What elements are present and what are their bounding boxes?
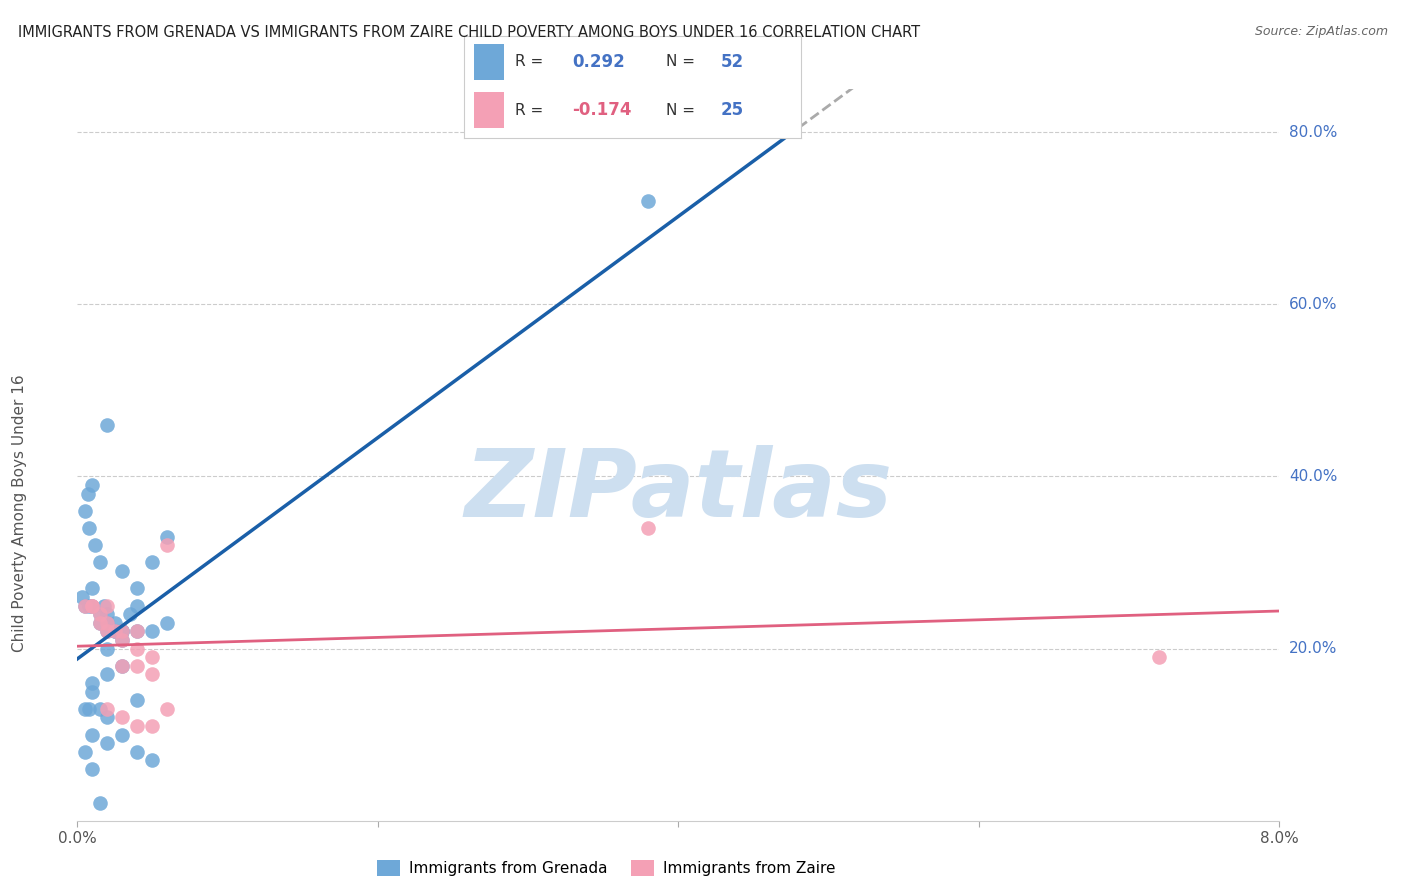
Point [1149, 650, 1171, 665]
Point [96, 615, 118, 630]
Point [89, 797, 111, 811]
Point [82, 762, 104, 776]
Point [104, 615, 127, 630]
Point [127, 624, 149, 639]
Point [73, 599, 96, 613]
Point [637, 521, 659, 535]
Text: 40.0%: 40.0% [1289, 469, 1337, 484]
Text: IMMIGRANTS FROM GRENADA VS IMMIGRANTS FROM ZAIRE CHILD POVERTY AMONG BOYS UNDER : IMMIGRANTS FROM GRENADA VS IMMIGRANTS FR… [18, 25, 921, 40]
Point [96, 710, 118, 724]
Point [111, 624, 134, 639]
Point [141, 667, 163, 681]
Point [73, 745, 96, 759]
Point [118, 607, 141, 621]
Point [104, 624, 127, 639]
Point [89, 556, 111, 570]
Point [89, 607, 111, 621]
Point [156, 702, 179, 716]
Point [82, 728, 104, 742]
Point [141, 753, 163, 767]
Point [96, 667, 118, 681]
Point [93, 599, 115, 613]
Point [141, 556, 163, 570]
Point [104, 624, 127, 639]
Point [73, 504, 96, 518]
Point [111, 564, 134, 578]
Point [82, 599, 104, 613]
Bar [474, 92, 505, 128]
Point [96, 624, 118, 639]
Point [89, 607, 111, 621]
Bar [474, 44, 505, 79]
Point [111, 632, 134, 647]
Point [73, 702, 96, 716]
Text: -0.174: -0.174 [572, 101, 631, 119]
Point [111, 658, 134, 673]
Point [111, 632, 134, 647]
Point [79, 521, 101, 535]
Point [127, 624, 149, 639]
Point [82, 599, 104, 613]
Point [79, 702, 101, 716]
Point [127, 693, 149, 707]
Text: R =: R = [515, 54, 543, 70]
Point [82, 582, 104, 596]
Text: 52: 52 [720, 53, 744, 70]
Text: 0.292: 0.292 [572, 53, 624, 70]
Point [96, 417, 118, 432]
Text: ZIPatlas: ZIPatlas [464, 445, 893, 538]
Point [111, 710, 134, 724]
Point [111, 658, 134, 673]
Text: Source: ZipAtlas.com: Source: ZipAtlas.com [1254, 25, 1388, 38]
Text: Child Poverty Among Boys Under 16: Child Poverty Among Boys Under 16 [13, 375, 27, 652]
Point [637, 194, 659, 208]
Point [141, 719, 163, 733]
Point [111, 624, 134, 639]
Point [70, 590, 93, 604]
Point [96, 615, 118, 630]
Text: 60.0%: 60.0% [1289, 297, 1337, 312]
Point [96, 736, 118, 750]
Point [104, 624, 127, 639]
Point [84, 538, 107, 552]
Point [96, 624, 118, 639]
Point [127, 745, 149, 759]
Point [127, 658, 149, 673]
Text: 80.0%: 80.0% [1289, 125, 1337, 140]
Text: N =: N = [666, 54, 696, 70]
Point [111, 728, 134, 742]
Point [156, 538, 179, 552]
Point [82, 599, 104, 613]
Point [82, 478, 104, 492]
Point [127, 582, 149, 596]
Point [127, 719, 149, 733]
Point [156, 530, 179, 544]
Point [73, 599, 96, 613]
Point [96, 702, 118, 716]
Text: 20.0%: 20.0% [1289, 641, 1337, 656]
Point [96, 641, 118, 656]
Point [141, 624, 163, 639]
Text: 25: 25 [720, 101, 744, 119]
Point [96, 607, 118, 621]
Point [127, 641, 149, 656]
Point [82, 684, 104, 698]
Point [89, 615, 111, 630]
Point [141, 650, 163, 665]
Text: N =: N = [666, 103, 696, 118]
Point [127, 599, 149, 613]
Point [156, 615, 179, 630]
Point [89, 702, 111, 716]
Text: R =: R = [515, 103, 543, 118]
Point [96, 599, 118, 613]
Point [89, 615, 111, 630]
Point [76, 486, 98, 500]
Point [79, 599, 101, 613]
Point [82, 676, 104, 690]
Point [111, 624, 134, 639]
Legend: Immigrants from Grenada, Immigrants from Zaire: Immigrants from Grenada, Immigrants from… [371, 855, 841, 882]
